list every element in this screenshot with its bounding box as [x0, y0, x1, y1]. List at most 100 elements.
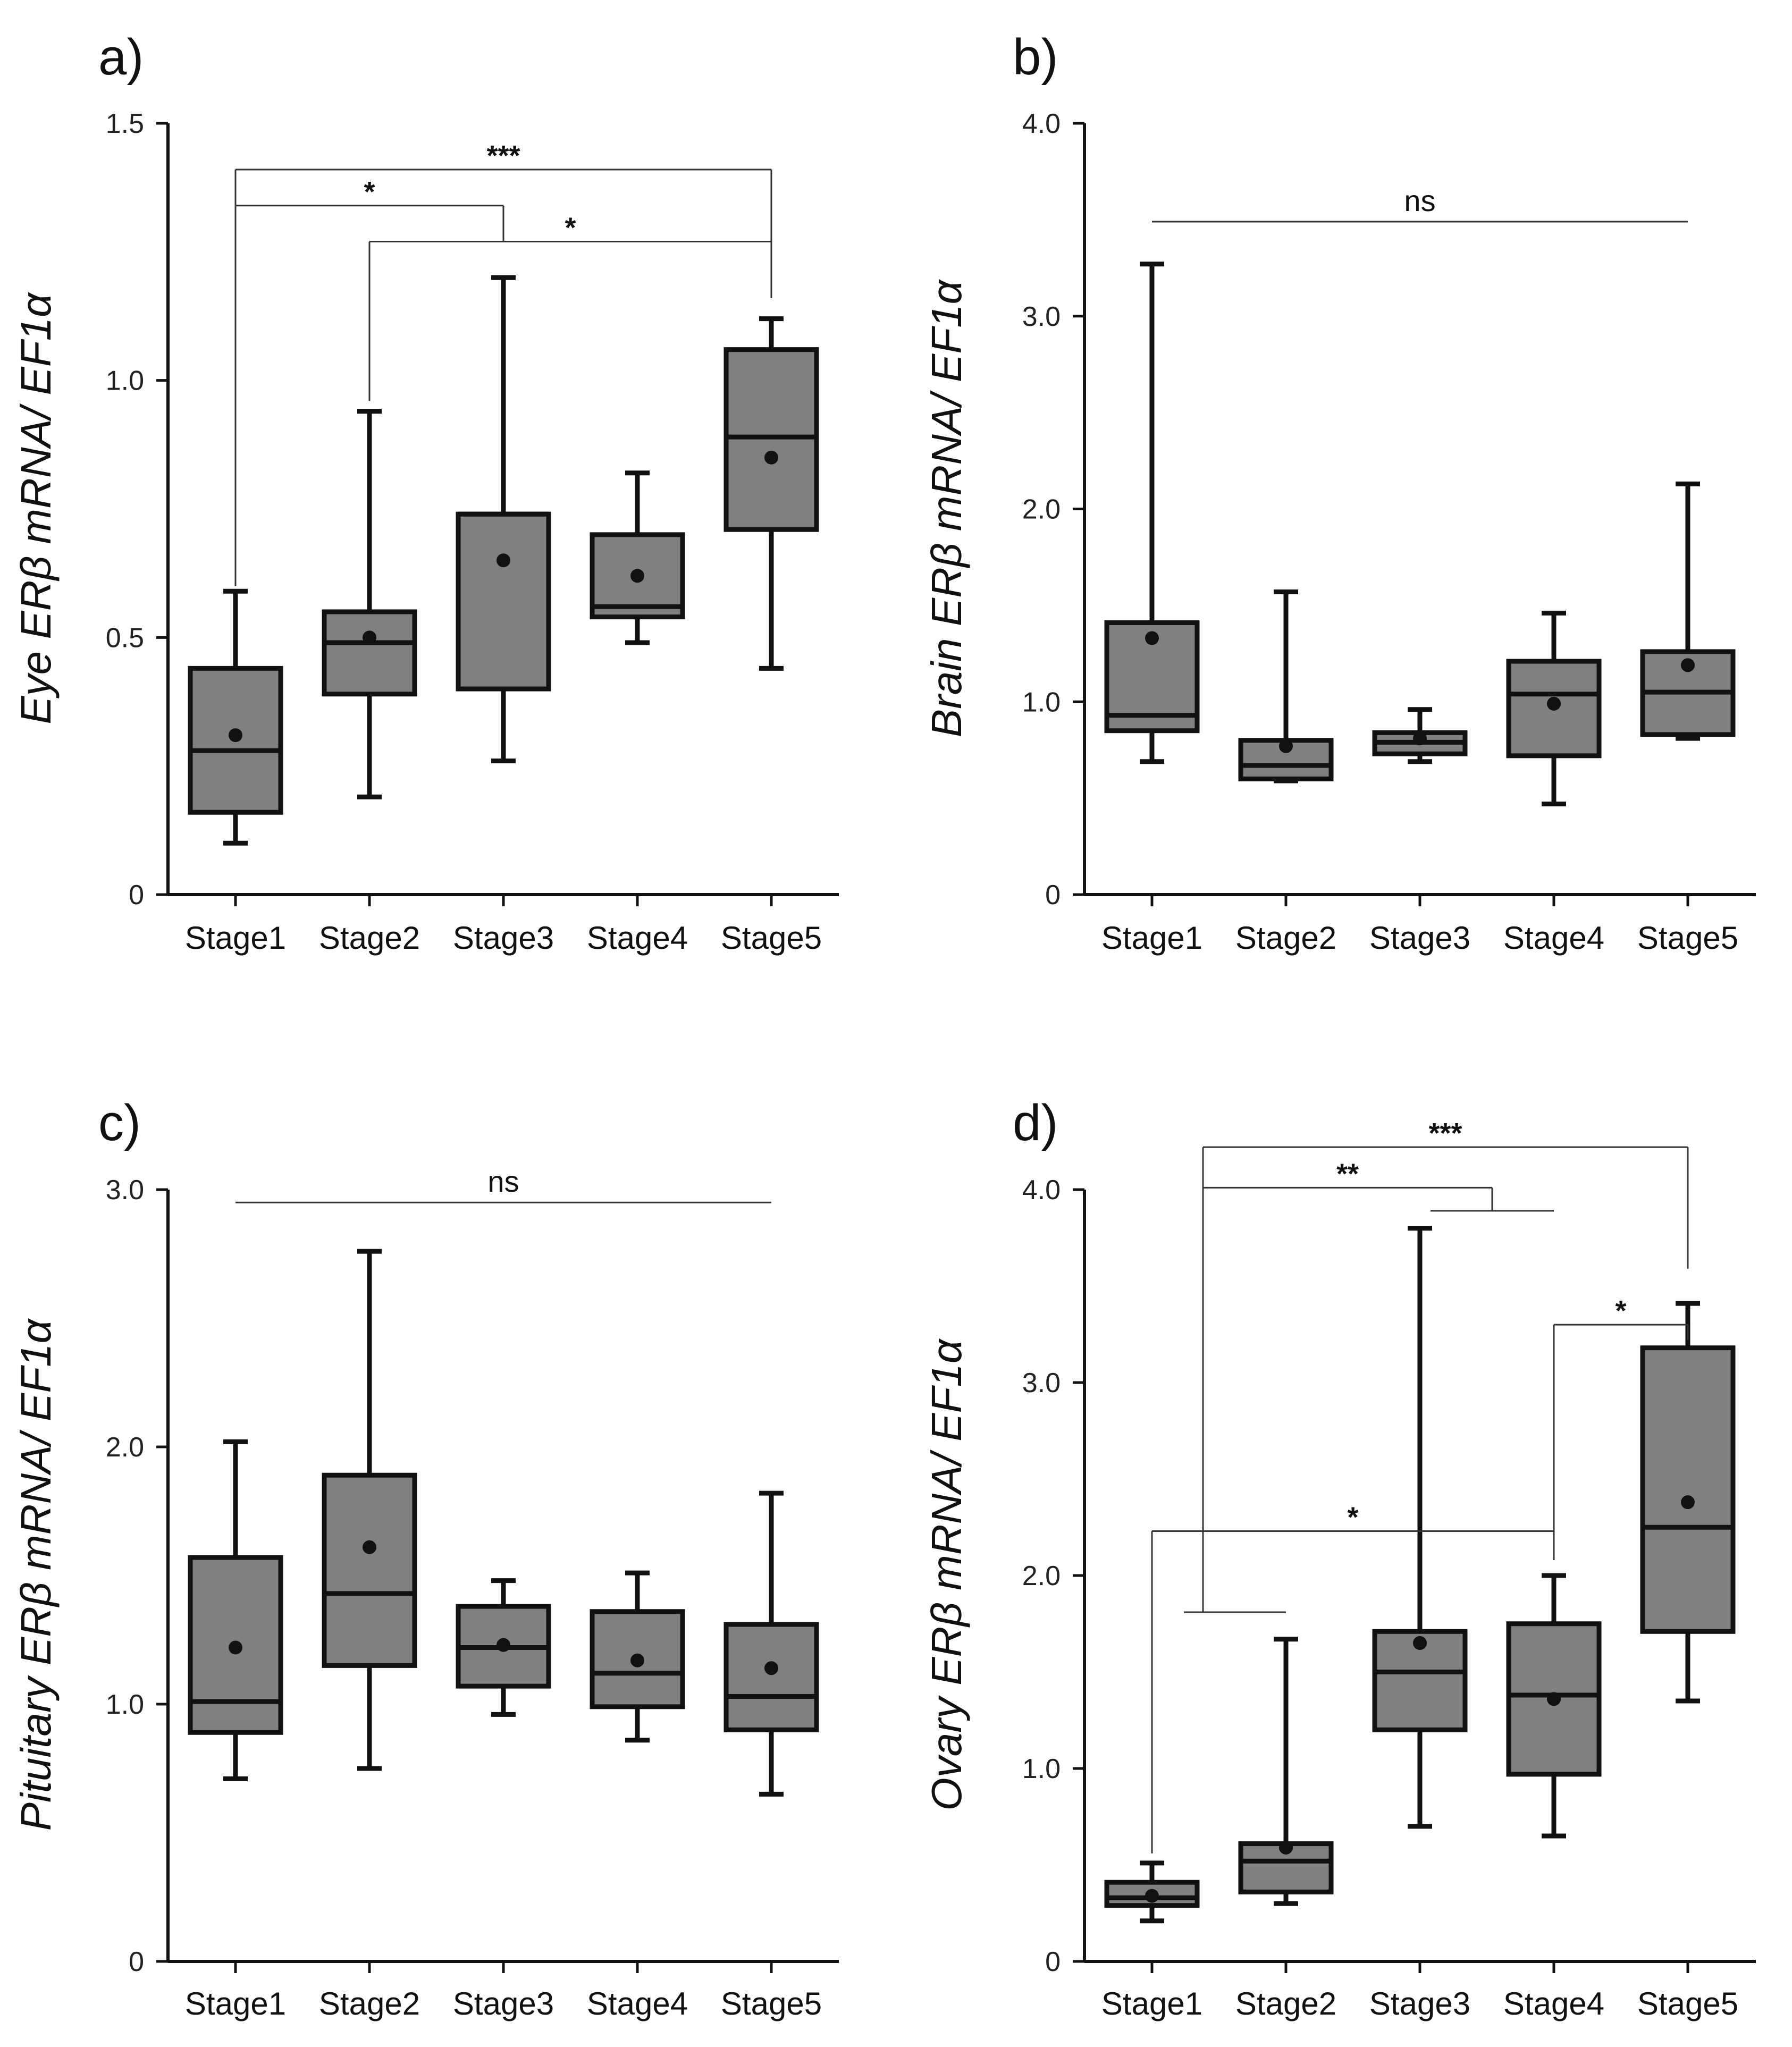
panel-c: c) Pituitary ERβ mRNA/ EF1α 0 1.0 2.0 3.0 Stag…	[12, 1094, 839, 2021]
y-tick-label: 1.5	[106, 108, 144, 139]
box-stage3	[456, 275, 551, 763]
panel-label: d)	[1013, 1094, 1058, 1151]
iqr-box	[723, 347, 819, 532]
x-tick-label: Stage2	[319, 920, 420, 956]
panel-a: a) Eye ERβ mRNA/ EF1α 0 0.5 1.0 1.5 Stage1 Stag…	[12, 29, 839, 956]
x-tick-label: Stage4	[1503, 1986, 1604, 2021]
mean-point	[1681, 1495, 1695, 1510]
y-tick-label: 1.0	[1022, 1754, 1061, 1784]
x-tick-label: Stage4	[587, 920, 688, 956]
y-tick-label: 2.0	[106, 1432, 144, 1463]
mean-point	[497, 553, 510, 568]
mean-point	[1145, 631, 1159, 645]
y-tick-label: 3.0	[106, 1175, 144, 1206]
panel-label: a)	[98, 29, 144, 86]
iqr-box	[322, 1472, 417, 1668]
box-stage4	[590, 470, 685, 645]
significance-bracket: *	[234, 176, 504, 586]
ns-label: ns	[1404, 184, 1435, 217]
mean-point	[764, 1661, 778, 1675]
x-tick-label: Stage5	[1637, 920, 1738, 956]
x-tick-label: Stage2	[1235, 1986, 1336, 2021]
box-stage3	[456, 1578, 551, 1717]
significance-label: *	[1615, 1295, 1626, 1327]
x-tick-label: Stage4	[1503, 920, 1604, 956]
y-tick-label: 1.0	[106, 366, 144, 397]
significance-label: *	[1347, 1502, 1358, 1534]
mean-point	[363, 1540, 376, 1554]
x-tick-label: Stage5	[721, 920, 822, 956]
mean-point	[764, 450, 778, 465]
mean-point	[1413, 1636, 1427, 1650]
y-tick-label: 3.0	[1022, 1368, 1061, 1399]
x-tick-label: Stage1	[185, 1986, 286, 2021]
x-tick-label: Stage3	[1369, 1986, 1470, 2021]
box-stage2	[322, 409, 417, 799]
iqr-box	[1640, 1345, 1736, 1634]
mean-point	[1145, 1889, 1159, 1903]
mean-point	[1279, 1840, 1293, 1855]
x-tick-label: Stage1	[185, 920, 286, 956]
mean-point	[1681, 658, 1695, 672]
box-stage1	[188, 1439, 283, 1781]
mean-point	[630, 569, 644, 583]
x-tick-label: Stage5	[721, 1986, 822, 2021]
x-tick-label: Stage3	[1369, 920, 1470, 956]
mean-point	[1547, 1692, 1561, 1706]
significance-bracket: *	[1151, 1502, 1555, 1854]
mean-point	[1547, 696, 1561, 711]
iqr-box	[456, 511, 551, 692]
y-axis-label: Eye ERβ mRNA/ EF1α	[12, 292, 60, 725]
mean-point	[229, 728, 242, 743]
box-stage2	[1238, 589, 1334, 784]
x-tick-label: Stage2	[1235, 920, 1336, 956]
mean-point	[497, 1638, 510, 1652]
y-tick-label: 1.0	[1022, 687, 1061, 718]
box-stage5	[1640, 481, 1736, 741]
y-tick-label: 3.0	[1022, 301, 1061, 332]
panel-label: c)	[98, 1094, 141, 1151]
x-tick-label: Stage3	[453, 1986, 554, 2021]
significance-bracket: *	[1553, 1295, 1689, 1560]
y-axis-label: Brain ERβ mRNA/ EF1α	[923, 279, 970, 737]
box-stage3	[1372, 707, 1468, 764]
box-stage5	[723, 316, 819, 671]
y-tick-label: 2.0	[1022, 494, 1061, 525]
mean-point	[363, 630, 376, 645]
box-stage4	[590, 1570, 685, 1743]
x-tick-label: Stage3	[453, 920, 554, 956]
mean-point	[229, 1640, 242, 1655]
y-tick-label: 0	[1045, 1947, 1061, 1977]
mean-point	[1413, 731, 1427, 746]
panel-label: b)	[1013, 29, 1058, 86]
significance-bracket: **	[1184, 1158, 1554, 1613]
box-stage4	[1506, 1573, 1602, 1839]
panel-b: b) Brain ERβ mRNA/ EF1α 0 1.0 2.0 3.0 4.0 Stage…	[923, 29, 1756, 956]
box-stage1	[1104, 262, 1200, 764]
y-tick-label: 0	[1045, 880, 1061, 911]
box-stage4	[1506, 610, 1602, 807]
significance-label: *	[364, 176, 375, 208]
y-axis-label: Pituitary ERβ mRNA/ EF1α	[12, 1318, 60, 1831]
x-tick-label: Stage1	[1101, 920, 1202, 956]
significance-label: *	[565, 212, 576, 243]
iqr-box	[322, 609, 417, 697]
x-tick-label: Stage2	[319, 1986, 420, 2021]
box-stage3	[1372, 1226, 1468, 1829]
ns-label: ns	[487, 1165, 519, 1198]
box-stage2	[322, 1249, 417, 1771]
significance-label: **	[1336, 1158, 1359, 1190]
x-tick-label: Stage5	[1637, 1986, 1738, 2021]
iqr-box	[723, 1622, 819, 1732]
box-stage1	[188, 588, 283, 846]
panel-d: d) Ovary ERβ mRNA/ EF1α 0 1.0 2.0 3.0 4.0 Stage…	[923, 1094, 1756, 2021]
significance-label: ***	[1428, 1117, 1462, 1149]
y-tick-label: 4.0	[1022, 108, 1061, 139]
y-axis-label: Ovary ERβ mRNA/ EF1α	[923, 1338, 970, 1810]
box-stage5	[1640, 1301, 1736, 1704]
significance-label: ***	[486, 140, 520, 172]
mean-point	[1279, 739, 1293, 753]
y-tick-label: 2.0	[1022, 1561, 1061, 1591]
x-tick-label: Stage4	[587, 1986, 688, 2021]
